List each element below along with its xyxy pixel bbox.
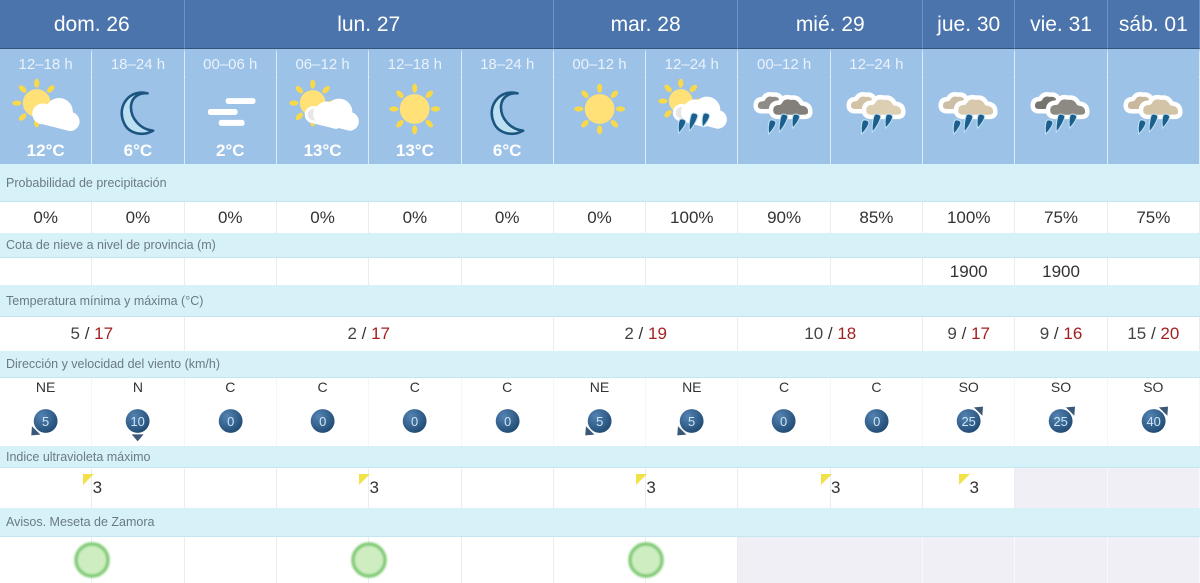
svg-text:5: 5 [688,414,695,429]
svg-text:5: 5 [42,414,49,429]
svg-text:0: 0 [411,414,418,429]
svg-text:25: 25 [1054,414,1068,429]
svg-text:0: 0 [227,414,234,429]
svg-text:40: 40 [1146,414,1160,429]
svg-text:0: 0 [781,414,788,429]
svg-text:25: 25 [962,414,976,429]
svg-text:10: 10 [131,414,145,429]
svg-text:0: 0 [319,414,326,429]
svg-text:0: 0 [504,414,511,429]
svg-text:5: 5 [596,414,603,429]
svg-text:0: 0 [873,414,880,429]
